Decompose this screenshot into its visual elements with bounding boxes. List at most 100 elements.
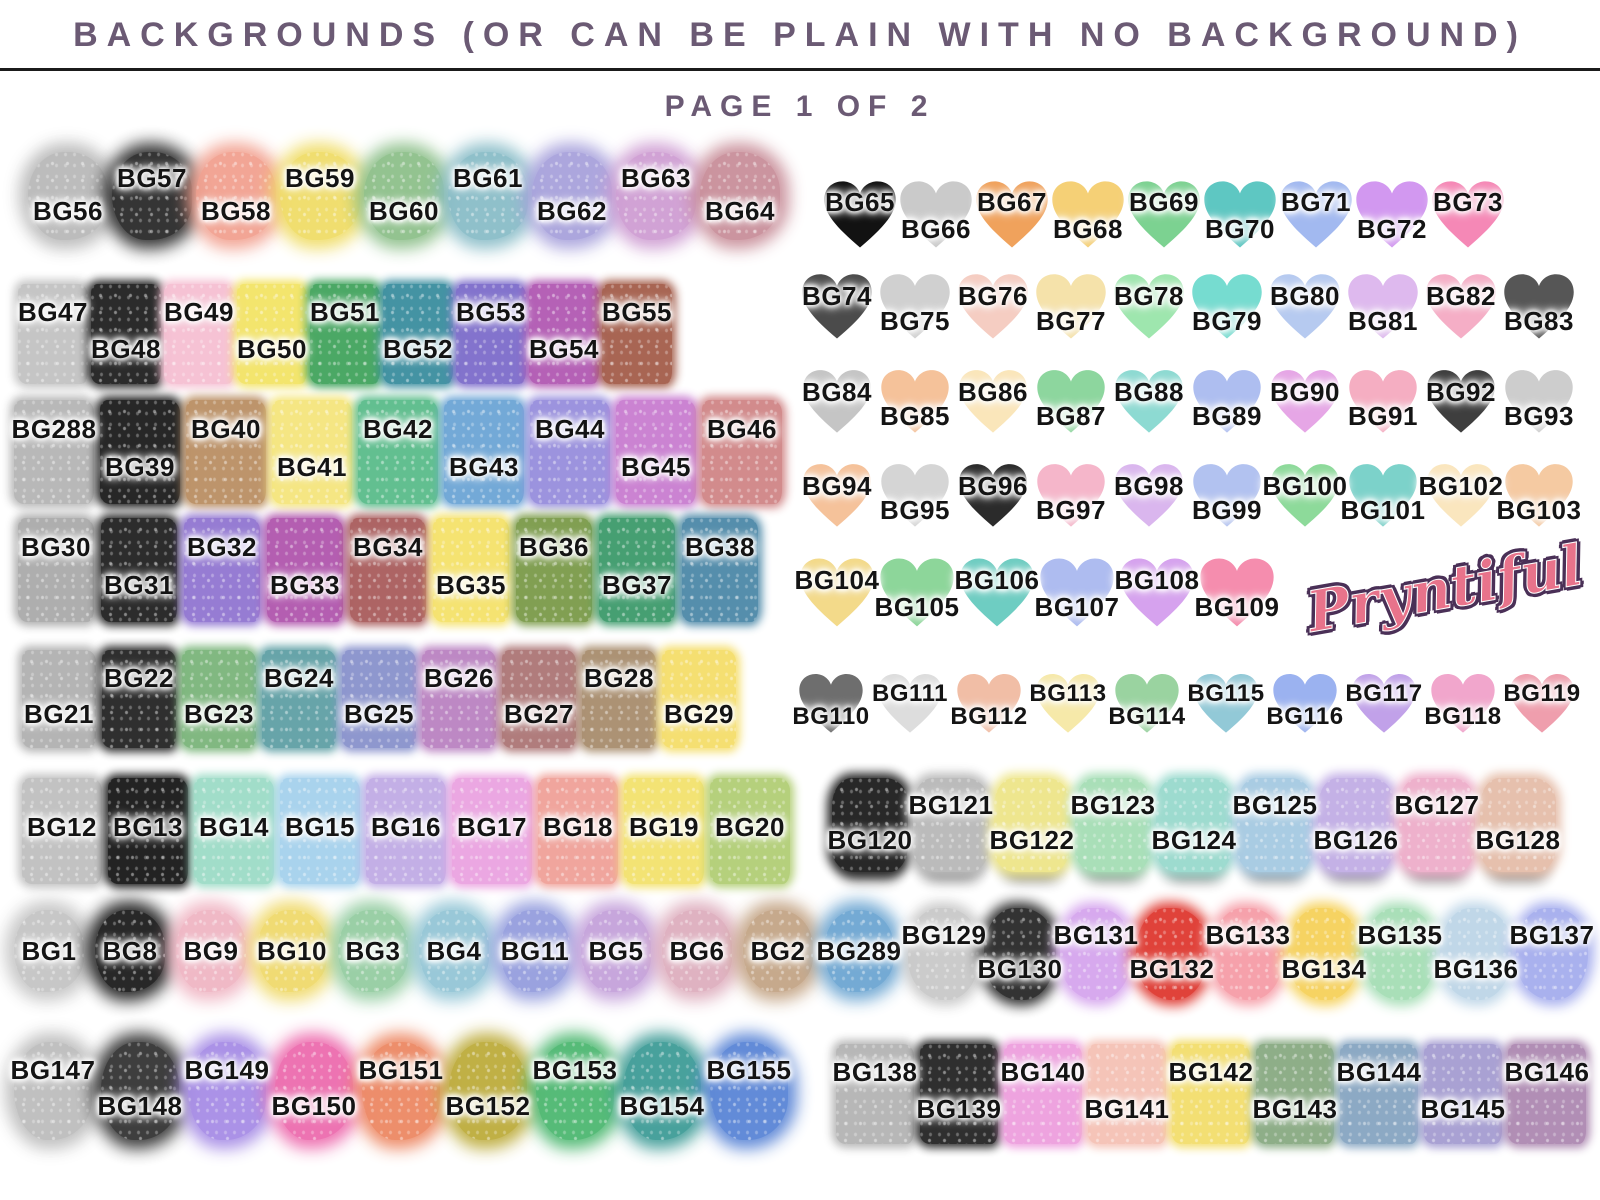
swatch-BG14: BG14: [194, 778, 274, 884]
swatch-fill: [1060, 908, 1132, 1000]
swatch-fill: [14, 400, 94, 504]
swatch-label: BG34: [353, 531, 423, 562]
swatch-label: BG36: [519, 531, 589, 562]
swatch-fill: [262, 650, 336, 748]
swatch-BG133: BG133: [1206, 908, 1290, 1000]
swatch-label: BG123: [1070, 790, 1156, 821]
swatch-BG81: BG81: [1346, 272, 1420, 340]
swatch-BG83: BG83: [1502, 272, 1576, 340]
swatch-BG149: BG149: [185, 1042, 269, 1140]
swatch-label: BG144: [1336, 1057, 1422, 1087]
swatch-label: BG20: [715, 811, 785, 842]
swatch-label: BG2: [750, 936, 806, 967]
swatch-label: BG79: [1192, 306, 1262, 336]
swatch-fill: [516, 518, 592, 622]
swatch-fill: [22, 778, 102, 884]
swatch-label: BG127: [1394, 790, 1480, 821]
swatch-row-r5: BG104 BG105 BG106 BG107 BG108 BG109: [795, 556, 1279, 628]
swatch-fill: [623, 1042, 701, 1140]
swatch-fill: [700, 152, 780, 240]
swatch-label: BG136: [1433, 954, 1519, 984]
swatch-label: BG289: [816, 936, 902, 967]
swatch-BG128: BG128: [1476, 778, 1560, 872]
swatch-label: BG88: [1114, 376, 1184, 407]
swatch-BG43: BG43: [444, 400, 524, 504]
swatch-label: BG71: [1281, 187, 1351, 218]
swatch-BG37: BG37: [599, 518, 675, 622]
swatch-label: BG155: [706, 1054, 792, 1085]
swatch-fill: [433, 518, 509, 622]
swatch-BG66: BG66: [898, 178, 974, 250]
swatch-fill: [108, 778, 188, 884]
swatch-fill: [449, 1042, 527, 1140]
swatch-row-r3: BG84 BG85 BG86 BG87 BG88 BG89 BG90 BG91 BG92 BG93: [800, 368, 1576, 434]
swatch-BG76: BG76: [956, 272, 1030, 340]
swatch-BG51: BG51: [310, 284, 380, 384]
swatch-fill: [310, 284, 380, 384]
swatch-label: BG50: [237, 334, 307, 364]
swatch-fill: [95, 910, 165, 992]
swatch-BG41: BG41: [272, 400, 352, 504]
swatch-label: BG100: [1262, 470, 1348, 501]
swatch-fill: [1424, 1044, 1502, 1144]
swatch-row-r6: BG110 BG111 BG112 BG113 BG114 BG115 BG116 BG117…: [792, 672, 1580, 734]
swatch-BG121: BG121: [909, 778, 993, 872]
swatch-label: BG150: [271, 1091, 357, 1121]
swatch-BG40: BG40: [186, 400, 266, 504]
swatch-fill: [538, 778, 618, 884]
swatch-label: BG113: [1029, 680, 1107, 708]
swatch-fill: [419, 910, 489, 992]
page-title: BACKGROUNDS (OR CAN BE PLAIN WITH NO BAC…: [73, 16, 1527, 54]
swatch-BG3: BG3: [338, 910, 408, 992]
swatch-BG23: BG23: [182, 650, 256, 748]
swatch-BG136: BG136: [1434, 908, 1518, 1000]
swatch-label: BG16: [371, 811, 441, 842]
swatch-fill: [529, 284, 599, 384]
swatch-fill: [275, 1042, 353, 1140]
swatch-fill: [908, 908, 980, 1000]
swatch-label: BG120: [827, 825, 913, 855]
swatch-label: BG14: [199, 811, 269, 842]
swatch-fill: [1237, 778, 1313, 872]
swatch-label: BG5: [588, 936, 644, 967]
swatch-fill: [366, 778, 446, 884]
swatch-BG101: BG101: [1341, 462, 1425, 528]
swatch-BG77: BG77: [1034, 272, 1108, 340]
swatch-label: BG15: [285, 811, 355, 842]
swatch-BG112: BG112: [950, 672, 1027, 734]
swatch-fill: [994, 778, 1070, 872]
swatch-label: BG23: [184, 699, 254, 729]
swatch-BG104: BG104: [795, 556, 879, 628]
swatch-row-l8: BG147 BG148 BG149 BG150 BG151 BG152 BG153 BG154…: [11, 1042, 791, 1140]
swatch-label: BG45: [621, 452, 691, 482]
swatch-label: BG12: [27, 811, 97, 842]
swatch-BG69: BG69: [1126, 178, 1202, 250]
swatch-BG88: BG88: [1112, 368, 1186, 434]
swatch-label: BG11: [500, 936, 570, 967]
swatch-BG109: BG109: [1195, 556, 1279, 628]
swatch-BG25: BG25: [342, 650, 416, 748]
swatch-label: BG124: [1151, 825, 1237, 855]
swatch-fill: [101, 518, 177, 622]
swatch-label: BG63: [621, 163, 691, 194]
swatch-label: BG8: [102, 936, 158, 967]
swatch-BG132: BG132: [1130, 908, 1214, 1000]
swatch-BG35: BG35: [433, 518, 509, 622]
swatch-fill: [536, 1042, 614, 1140]
swatch-BG94: BG94: [800, 462, 874, 528]
swatch-label: BG137: [1509, 919, 1595, 950]
swatch-fill: [836, 1044, 914, 1144]
swatch-fill: [824, 910, 894, 992]
swatch-label: BG103: [1496, 495, 1582, 525]
swatch-fill: [362, 1042, 440, 1140]
swatch-BG27: BG27: [502, 650, 576, 748]
swatch-BG113: BG113: [1029, 672, 1106, 734]
swatch-BG124: BG124: [1152, 778, 1236, 872]
swatch-BG1: BG1: [14, 910, 84, 992]
swatch-fill: [456, 284, 526, 384]
swatch-label: BG116: [1266, 703, 1344, 730]
swatch-label: BG32: [187, 531, 257, 562]
swatch-fill: [1004, 1044, 1082, 1144]
swatch-row-r4: BG94 BG95 BG96 BG97 BG98 BG99 BG100 BG101 BG102 B…: [800, 462, 1581, 528]
swatch-BG20: BG20: [710, 778, 790, 884]
